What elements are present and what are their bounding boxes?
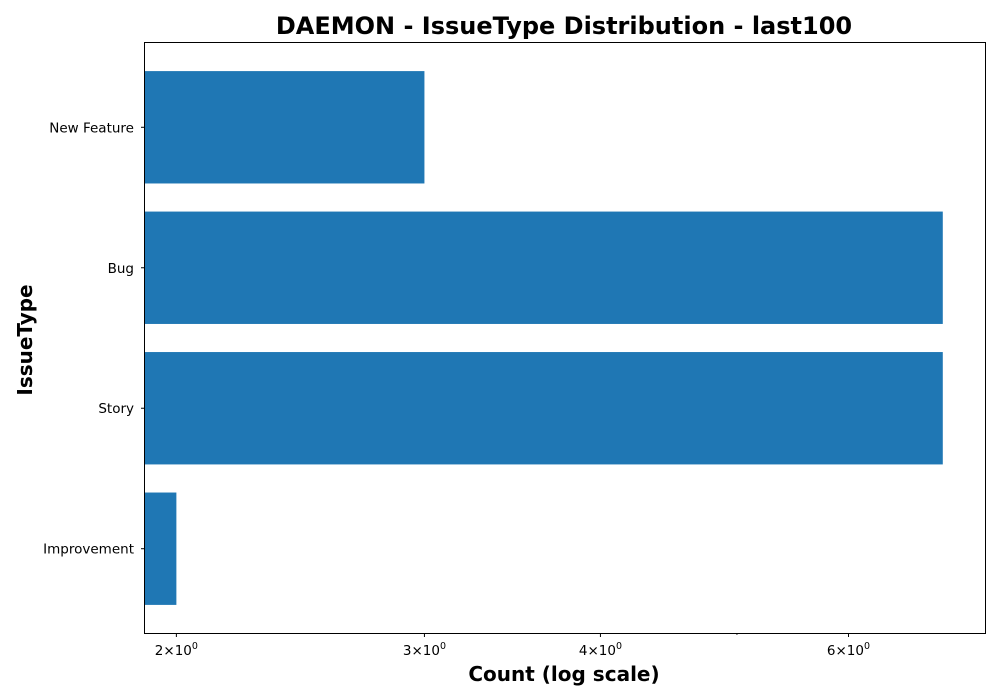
x-tick-label: 3×100 bbox=[403, 641, 446, 659]
x-tick-label: 6×100 bbox=[827, 641, 870, 659]
y-ticks-group: New Feature Bug Story Improvement bbox=[43, 120, 145, 558]
y-axis-label: IssueType bbox=[13, 284, 37, 395]
y-tick-label: Bug bbox=[108, 261, 134, 277]
x-ticks-group: 2×100 3×100 4×100 6×100 bbox=[155, 633, 870, 659]
chart-title: DAEMON - IssueType Distribution - last10… bbox=[276, 12, 852, 40]
bar-new-feature bbox=[145, 71, 425, 184]
x-axis-label: Count (log scale) bbox=[468, 662, 659, 686]
bar-improvement bbox=[145, 492, 177, 605]
y-tick-label: New Feature bbox=[49, 120, 134, 136]
x-tick-label: 2×100 bbox=[155, 641, 198, 659]
plot-frame bbox=[144, 42, 986, 634]
bar-bug bbox=[145, 211, 943, 324]
bars-group bbox=[145, 71, 943, 605]
y-tick-label: Story bbox=[98, 401, 134, 417]
x-tick-label: 4×100 bbox=[579, 641, 622, 659]
bar-story bbox=[145, 352, 943, 465]
y-tick-label: Improvement bbox=[43, 542, 134, 558]
